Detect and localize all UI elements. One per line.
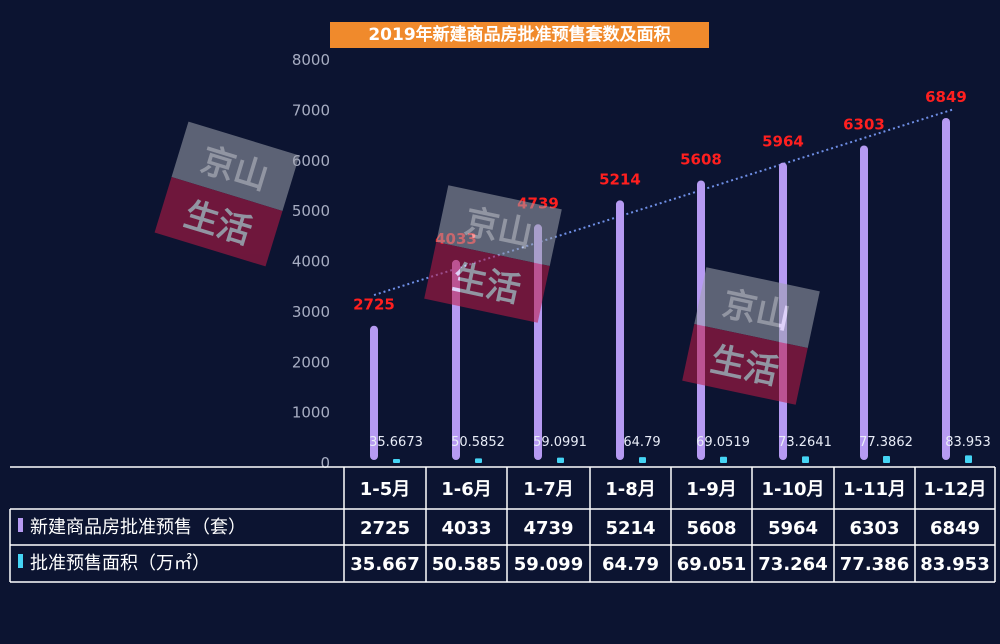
table-category-cell: 1-7月 xyxy=(523,479,574,500)
y-tick-label: 3000 xyxy=(292,303,330,321)
watermark-bottom-block xyxy=(682,323,808,405)
count-bar xyxy=(370,325,378,460)
area-data-label: 64.79 xyxy=(623,435,660,450)
table-value-cell: 77.386 xyxy=(840,554,909,575)
table-category-cell: 1-9月 xyxy=(686,479,737,500)
table-category-cell: 1-12月 xyxy=(923,479,986,500)
count-bar xyxy=(942,117,950,460)
y-tick-label: 2000 xyxy=(292,353,330,371)
area-data-label: 83.953 xyxy=(945,435,991,450)
area-data-label: 35.6673 xyxy=(369,435,423,450)
table-value-cell: 50.585 xyxy=(432,554,501,575)
watermark-bottom-block xyxy=(154,177,283,267)
count-bar xyxy=(860,145,868,460)
area-bar xyxy=(557,457,564,463)
count-data-label: 6849 xyxy=(925,88,967,106)
area-bar xyxy=(883,455,890,463)
table-value-cell: 5214 xyxy=(605,518,655,539)
table-value-cell: 5608 xyxy=(686,518,736,539)
watermark-top-block xyxy=(436,185,562,267)
area-data-label: 77.3862 xyxy=(859,435,913,450)
table-value-cell: 6303 xyxy=(849,518,899,539)
y-tick-label: 8000 xyxy=(292,51,330,69)
area-bar xyxy=(475,458,482,463)
area-bar xyxy=(802,456,809,463)
legend-key xyxy=(18,518,23,532)
table-value-cell: 83.953 xyxy=(920,554,989,575)
area-bar xyxy=(720,456,727,463)
count-data-label: 5608 xyxy=(680,150,722,168)
area-data-label: 69.0519 xyxy=(696,435,750,450)
table-value-cell: 5964 xyxy=(768,518,818,539)
table-category-cell: 1-8月 xyxy=(605,479,656,500)
watermark-top-block xyxy=(171,121,300,211)
chart-title: 2019年新建商品房批准预售套数及面积 xyxy=(330,22,709,48)
table-value-cell: 2725 xyxy=(360,518,410,539)
y-tick-label: 6000 xyxy=(292,152,330,170)
table-value-cell: 64.79 xyxy=(602,554,659,575)
y-tick-label: 7000 xyxy=(292,101,330,119)
count-data-label: 5964 xyxy=(762,133,804,151)
y-axis: 0 1000 2000 3000 4000 5000 6000 7000 8000 xyxy=(292,51,330,472)
table-value-cell: 59.099 xyxy=(514,554,583,575)
watermark-top-block xyxy=(694,267,820,349)
table-category-cell: 1-6月 xyxy=(441,479,492,500)
data-table: 1-5月 1-6月 1-7月 1-8月 1-9月 1-10月 1-11月 1-12月新建商品房… xyxy=(9,466,996,583)
count-bar xyxy=(452,259,460,460)
count-bar xyxy=(616,200,624,460)
y-tick-label: 4000 xyxy=(292,253,330,271)
table-value-cell: 4033 xyxy=(441,518,491,539)
count-data-label: 6303 xyxy=(843,115,885,133)
table-value-cell: 69.051 xyxy=(677,554,746,575)
table-value-cell: 35.667 xyxy=(350,554,419,575)
watermark-bottom-block xyxy=(424,241,550,323)
table-value-cell: 6849 xyxy=(930,518,980,539)
area-data-label: 50.5852 xyxy=(451,435,505,450)
table-category-cell: 1-5月 xyxy=(360,479,411,500)
y-tick-label: 1000 xyxy=(292,404,330,422)
y-tick-label: 0 xyxy=(320,454,330,472)
area-bar xyxy=(393,459,400,463)
area-bar xyxy=(639,457,646,463)
table-row-header: 批准预售面积（万㎡） xyxy=(30,552,210,574)
table-category-cell: 1-10月 xyxy=(761,479,824,500)
table-row-header: 新建商品房批准预售（套） xyxy=(30,517,246,538)
y-tick-label: 5000 xyxy=(292,202,330,220)
table-value-cell: 73.264 xyxy=(758,554,827,575)
count-data-label: 5214 xyxy=(599,170,641,188)
legend-key xyxy=(18,554,23,568)
area-data-label: 73.2641 xyxy=(778,435,832,450)
table-value-cell: 4739 xyxy=(523,518,573,539)
area-data-label: 59.0991 xyxy=(533,435,587,450)
area-bar xyxy=(965,455,972,463)
count-data-label: 2725 xyxy=(353,296,395,314)
table-category-cell: 1-11月 xyxy=(843,479,906,500)
